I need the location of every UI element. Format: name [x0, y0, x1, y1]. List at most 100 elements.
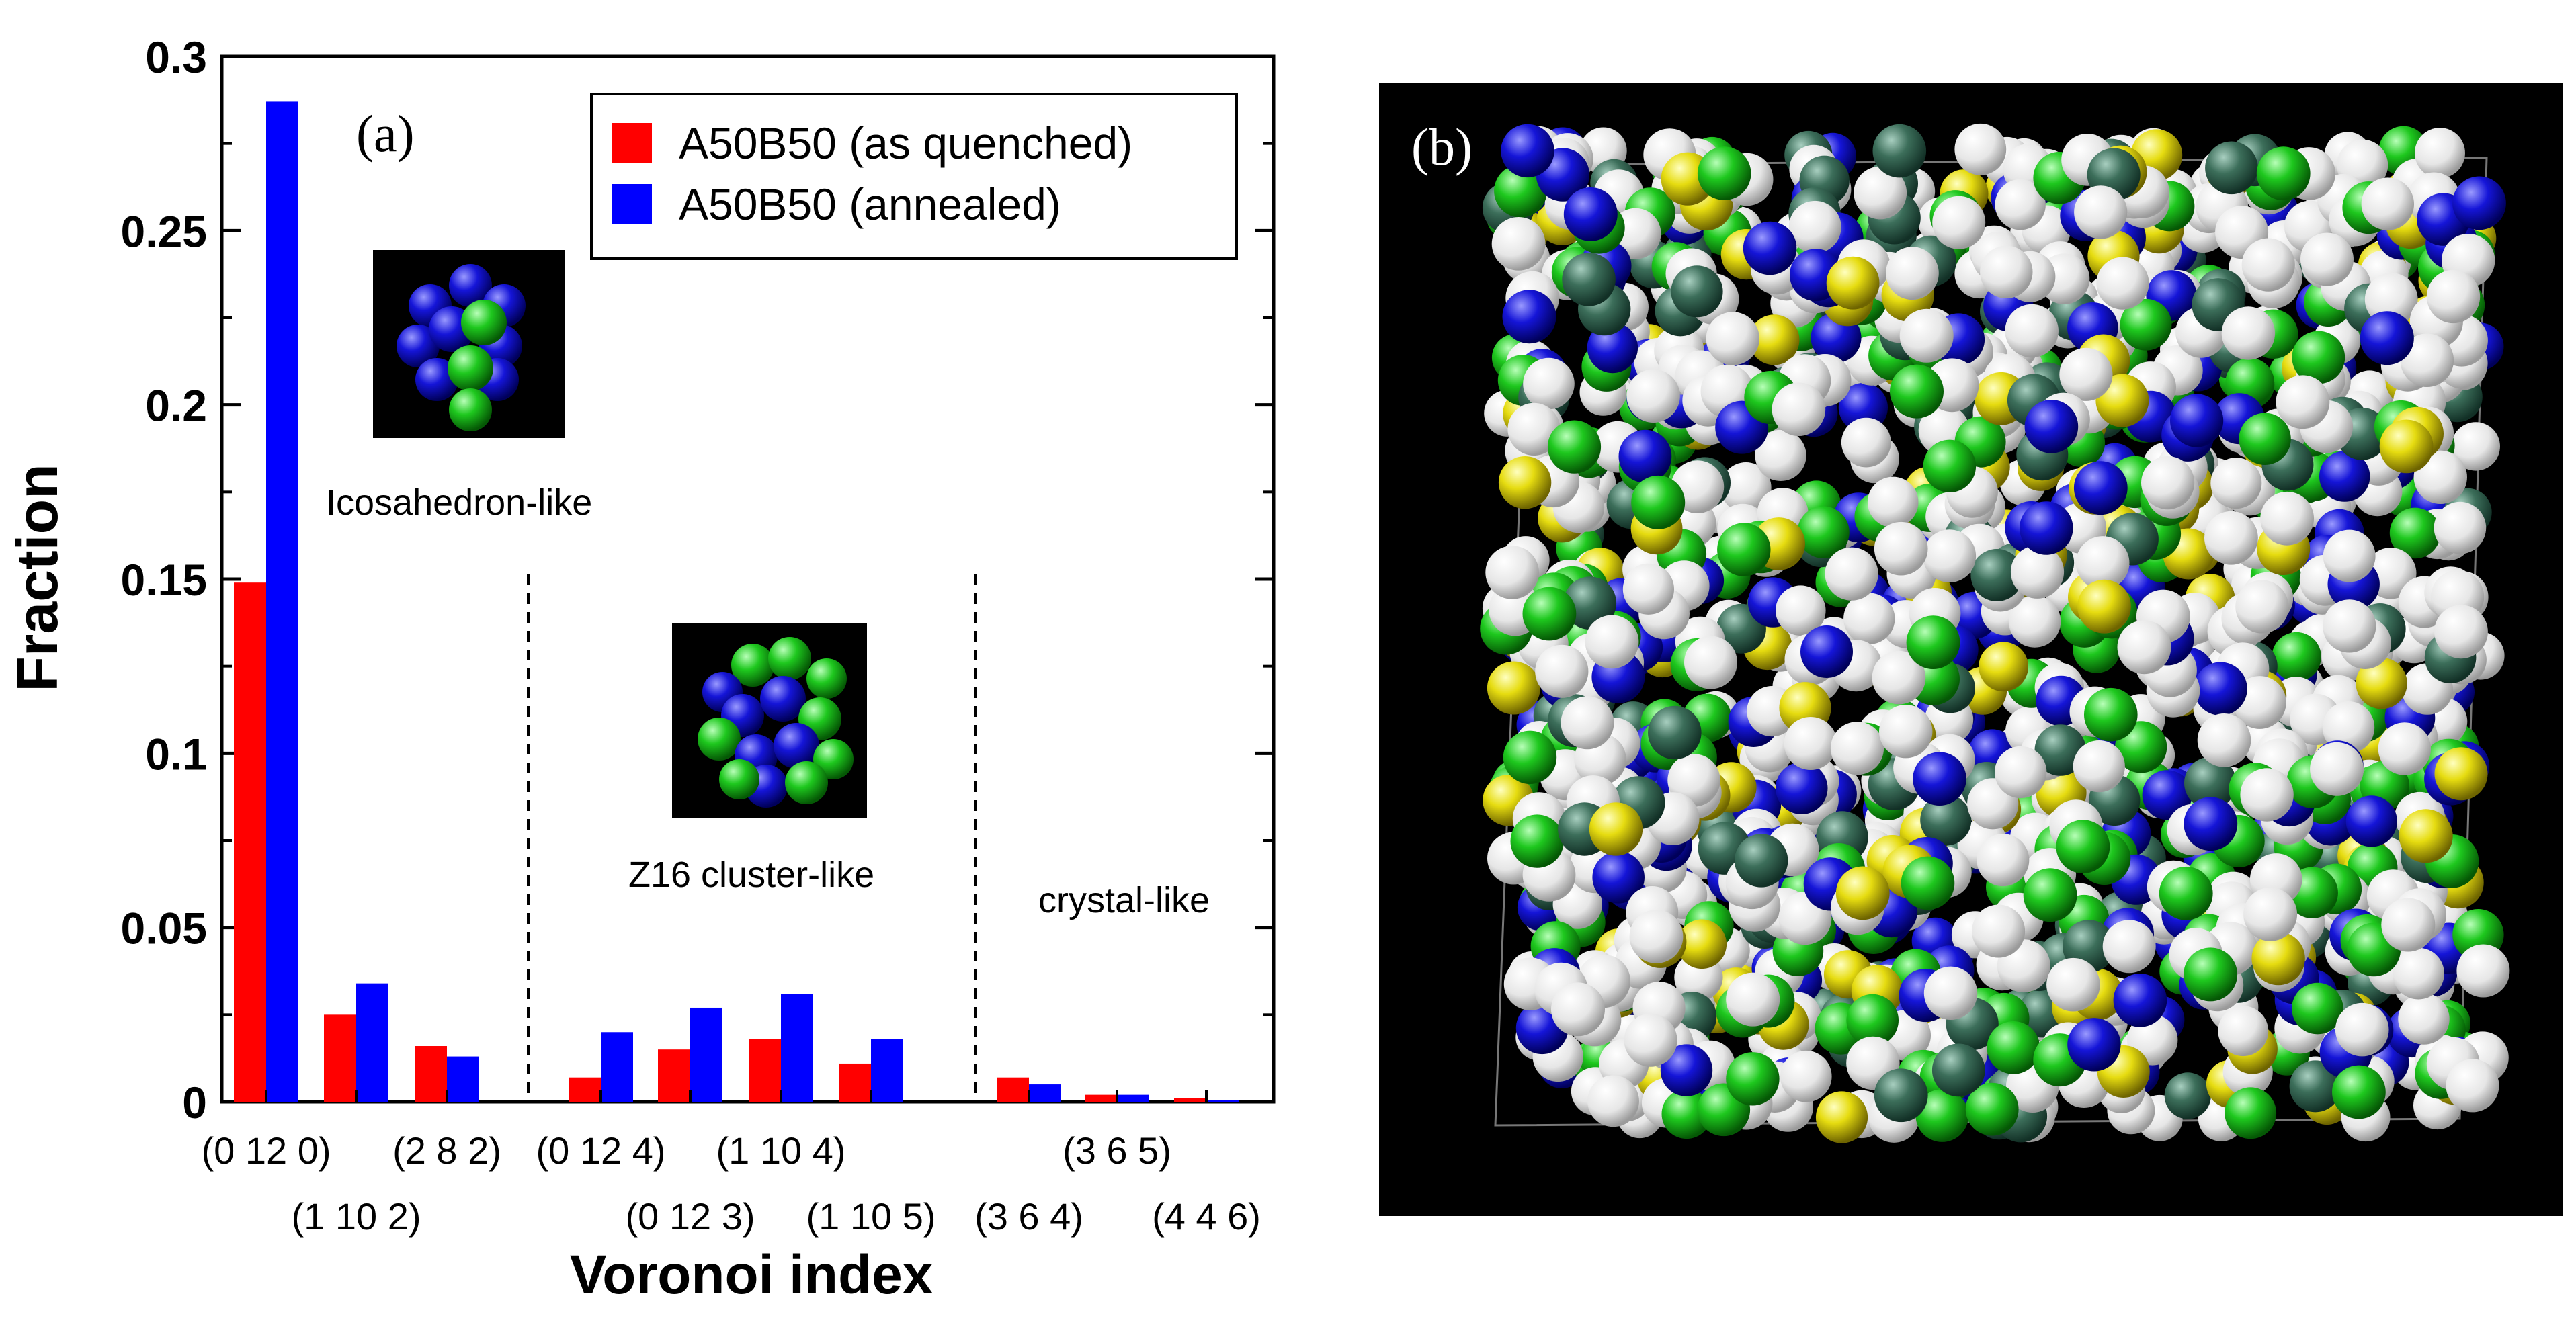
atom-green	[2332, 1065, 2386, 1119]
atom-blue	[2024, 400, 2079, 453]
atom-green	[1923, 439, 1977, 492]
atom-white	[2364, 273, 2418, 327]
atom-blue	[1592, 851, 1645, 904]
y-axis-label: Fraction	[5, 464, 70, 691]
atom-white	[1825, 547, 1878, 601]
atom-blue	[2067, 1018, 2121, 1072]
atom-green	[1697, 146, 1751, 200]
atom-blue	[2020, 501, 2073, 555]
atom-yellow	[1835, 866, 1890, 920]
atom-blue	[1618, 429, 1672, 483]
atom-white	[1867, 476, 1919, 528]
atom-green	[1890, 364, 1944, 419]
atom-white	[1923, 966, 1978, 1021]
y-axis: 0 0.05 0.1 0.15 0.2 0.25 0.3	[121, 32, 1274, 1127]
bar-annealed-6	[871, 1039, 903, 1102]
atom-white	[1706, 312, 1759, 365]
bar-as-quenched-3	[569, 1077, 601, 1102]
atom-darkgreen	[2205, 141, 2258, 195]
atom-white	[1923, 529, 1977, 582]
bar-annealed-5	[781, 994, 813, 1102]
atom-darkgreen	[1671, 265, 1723, 318]
x-tick-label: (2 8 2)	[392, 1129, 501, 1172]
atom-white	[2446, 1059, 2499, 1113]
x-axis-label: Voronoi index	[570, 1244, 933, 1305]
atom-blue	[2360, 311, 2414, 365]
atom-green	[2023, 868, 2077, 922]
atom-darkgreen	[1872, 124, 1927, 178]
atom-green	[1915, 1089, 1969, 1142]
x-tick-label: (3 6 4)	[974, 1195, 1083, 1238]
atom-green	[2225, 1087, 2277, 1139]
atom-darkgreen	[2184, 756, 2237, 810]
atom-white	[2117, 620, 2171, 675]
atom-white	[1535, 644, 1589, 698]
atom-white	[2381, 898, 2436, 952]
atom-white	[1879, 705, 1933, 759]
atom-green	[2272, 632, 2321, 682]
atom-white	[2096, 257, 2149, 310]
atom-white	[2322, 701, 2375, 754]
atom-blue	[1563, 187, 1618, 241]
atom-white	[2075, 536, 2130, 590]
y-tick-label: 0.15	[121, 555, 207, 605]
atom-blue	[2142, 770, 2192, 820]
atom-white	[2434, 605, 2488, 659]
atom-green	[2159, 866, 2213, 920]
atom-white	[2335, 1002, 2389, 1057]
atom-white	[2240, 768, 2294, 822]
atom-white	[2010, 545, 2065, 599]
atom-white	[1629, 910, 1684, 963]
atom-green	[1547, 420, 1602, 474]
atom-white	[1899, 308, 1954, 363]
legend-label-annealed: A50B50 (annealed)	[679, 179, 1061, 229]
legend-label-as-quenched: A50B50 (as quenched)	[679, 118, 1132, 168]
atom-green	[1510, 814, 1564, 868]
annotation-z16: Z16 cluster-like	[628, 855, 874, 895]
atom-white	[1561, 696, 1614, 750]
atom-white	[1843, 593, 1895, 644]
cluster-atom	[415, 358, 458, 401]
atom-white	[1626, 369, 1680, 423]
atom-darkgreen	[1735, 834, 1788, 888]
cluster-atom	[449, 388, 492, 431]
legend-swatch-as-quenched	[612, 123, 652, 163]
atom-white	[1872, 650, 1926, 705]
atom-spheres	[1480, 123, 2510, 1143]
atom-white	[1551, 982, 1605, 1037]
atom-white	[1776, 585, 1826, 636]
atom-white	[2398, 993, 2450, 1045]
atom-white	[1726, 972, 1780, 1027]
bar-as-quenched-0	[234, 582, 266, 1102]
cluster-atom	[813, 739, 854, 779]
y-tick-label: 0.2	[145, 381, 207, 431]
atom-white	[2046, 957, 2100, 1012]
y-tick-label: 0	[182, 1078, 207, 1127]
atom-darkgreen	[2164, 1072, 2211, 1119]
annotation-icosahedron: Icosahedron-like	[326, 482, 592, 523]
atom-green	[2084, 687, 2138, 742]
x-tick-label: (1 10 2)	[292, 1195, 421, 1238]
atom-green	[2120, 298, 2172, 351]
atom-green	[2292, 331, 2345, 384]
x-tick-label: (0 12 3)	[626, 1195, 755, 1238]
atom-yellow	[1979, 642, 2029, 692]
atom-white	[1784, 717, 1837, 770]
atom-white	[2276, 375, 2330, 429]
bar-as-quenched-2	[415, 1046, 447, 1102]
atom-yellow	[2356, 657, 2407, 709]
atom-white	[1954, 123, 2007, 175]
atom-green	[1846, 994, 1899, 1047]
bar-as-quenched-5	[749, 1039, 781, 1102]
atom-darkgreen	[1920, 794, 1972, 846]
atom-white	[2434, 501, 2487, 554]
atom-white	[1585, 615, 1639, 669]
atom-white	[2451, 422, 2500, 471]
x-tick-label: (1 10 5)	[806, 1195, 936, 1238]
atom-green	[1965, 1082, 2019, 1136]
atom-green	[2256, 146, 2311, 201]
x-axis: (0 12 0) (1 10 2) (2 8 2) (0 12 4) (0 12 3) (…	[202, 1090, 1261, 1238]
atom-green	[2184, 947, 2238, 1002]
bar-as-quenched-9	[1174, 1098, 1206, 1102]
bar-as-quenched-4	[658, 1049, 690, 1102]
